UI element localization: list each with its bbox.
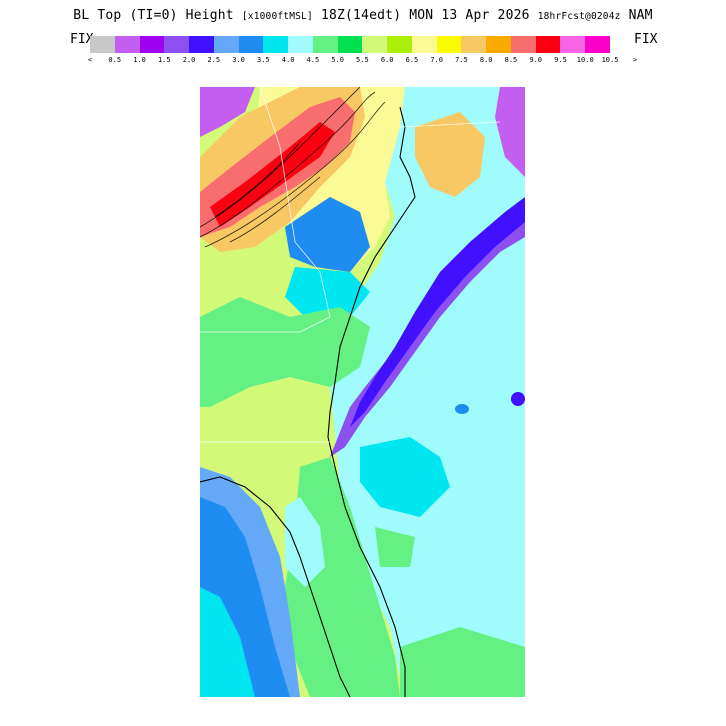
legend-tick-label: 5.5 [356, 56, 369, 64]
legend-swatch [114, 36, 140, 53]
legend-swatch [436, 36, 462, 53]
legend-swatch [189, 36, 215, 53]
legend-greater-than: > [632, 56, 638, 64]
legend-tick-label: 1.0 [133, 56, 146, 64]
map-green-south [285, 457, 400, 697]
legend-tick-label: 7.0 [430, 56, 443, 64]
legend-tick-label: 2.0 [182, 56, 196, 64]
legend-tick-label: 0.5 [108, 56, 122, 64]
map-blue-spot-2 [511, 392, 525, 406]
legend-tick-label: 10.0 [576, 56, 594, 64]
legend-swatch [312, 36, 339, 53]
map-peak-red [210, 122, 335, 227]
legend-tick-label: 3.0 [232, 56, 245, 64]
legend-tick-label: 8.5 [504, 56, 518, 64]
legend-tick-label: 4.5 [306, 56, 320, 64]
legend-tick-label: 6.0 [380, 56, 394, 64]
map-offshore-green-2 [375, 527, 415, 567]
legend-swatch [90, 36, 116, 53]
map-gulf-cyan [200, 587, 255, 697]
contour-line-5 [229, 176, 321, 243]
legend-swatch [387, 36, 413, 53]
map-sw-atlantic-green [400, 627, 525, 697]
contour-line-4 [214, 141, 301, 218]
legend-swatch [510, 36, 537, 53]
legend-swatch [411, 36, 438, 53]
coastline-gulf [200, 476, 351, 697]
legend-swatch [560, 36, 586, 53]
color-legend [90, 36, 611, 53]
map-ne-purple-right [495, 87, 525, 177]
legend-swatch [337, 36, 363, 53]
title-units: [x1000ftMSL] [241, 11, 313, 22]
legend-swatch [288, 36, 314, 53]
contour-line-3 [204, 101, 386, 248]
legend-tick-label: 2.5 [207, 56, 221, 64]
legend-tick-label: 6.5 [405, 56, 419, 64]
coastline-east [327, 106, 416, 697]
legend-swatch [213, 36, 240, 53]
legend-tick-label: 5.0 [331, 56, 344, 64]
map-coastal-band-inner [350, 197, 525, 427]
legend-tick-label: 10.5 [601, 56, 619, 64]
map-state-borders [200, 87, 501, 443]
legend-swatch [486, 36, 512, 53]
state-border-1 [200, 316, 331, 333]
title-forecast: 18hrFcst@0204z [537, 11, 621, 22]
legend-swatch [139, 36, 165, 53]
map-cyan-south [285, 497, 325, 587]
title-model: NAM [628, 8, 653, 23]
legend-tick-label: 1.5 [157, 56, 171, 64]
legend-swatch [585, 36, 611, 53]
contour-line-1 [200, 91, 376, 238]
legend-tick-label: 7.5 [455, 56, 468, 64]
legend-swatch [263, 36, 289, 53]
legend-tick-labels: <0.5 1.0 1.5 2.0 2.5 3.0 3.5 4.0 4.5 5.0 5.5 6.0 6.5… [87, 56, 640, 66]
legend-tick-label: 9.0 [529, 56, 543, 64]
map-coastlines [200, 106, 416, 697]
state-border-3 [294, 241, 331, 318]
legend-swatch [362, 36, 388, 53]
map-blue-pocket [285, 197, 370, 272]
legend-swatch [164, 36, 190, 53]
state-border-5 [399, 121, 501, 128]
fix-label-right: FIX [634, 32, 658, 47]
chart-title: BL Top (TI=0) Height [x1000ftMSL] 18Z(14… [0, 8, 726, 23]
title-main: BL Top (TI=0) Height [73, 8, 234, 23]
map-green-band [200, 297, 370, 407]
legend-swatch [238, 36, 264, 53]
map-top-orange-patch [415, 112, 485, 197]
legend-less-than: < [87, 56, 93, 64]
legend-tick-label: 8.0 [479, 56, 493, 64]
legend-swatch [535, 36, 561, 53]
legend-tick-label: 3.5 [257, 56, 270, 64]
legend-swatch [461, 36, 487, 53]
state-border-4 [259, 87, 296, 243]
map-blue-spot [455, 404, 469, 414]
forecast-map [200, 87, 525, 697]
map-offshore-green [360, 437, 450, 517]
legend-tick-label: 9.5 [554, 56, 567, 64]
map-contours [200, 87, 386, 248]
map-coastal-band [330, 207, 525, 457]
legend-tick-label: 4.0 [281, 56, 295, 64]
fix-label-left: FIX [70, 32, 94, 47]
map-ne-purple [200, 87, 255, 137]
title-time: 18Z(14edt) MON 13 Apr 2026 [320, 8, 530, 23]
contour-line-2 [200, 87, 361, 228]
map-cyan-ring [285, 267, 370, 322]
